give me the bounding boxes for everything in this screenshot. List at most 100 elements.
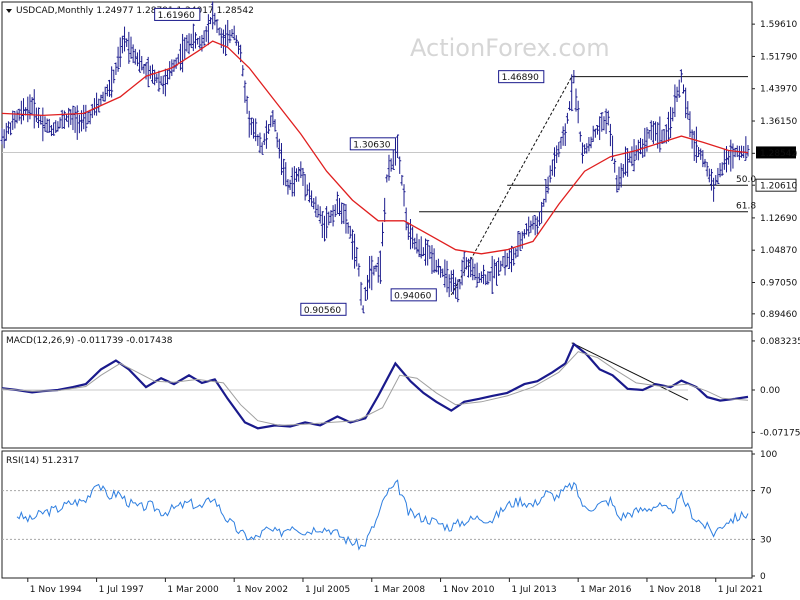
ohlc-bar (669, 106, 673, 139)
ohlc-bar (718, 163, 722, 178)
ohlc-bar (368, 256, 372, 289)
ohlc-bar (21, 98, 25, 121)
ohlc-bar (591, 125, 595, 142)
current-price-tag: 1.28542 (756, 146, 797, 159)
ohlc-bar (389, 158, 393, 172)
ohlc-bar (118, 37, 122, 68)
ohlc-bar (533, 214, 537, 236)
ohlc-bar (359, 281, 363, 306)
ohlc-bar (221, 29, 225, 54)
ohlc-bar (228, 30, 232, 44)
ohlc-bar (67, 107, 71, 128)
ohlc-bar (374, 264, 378, 272)
ohlc-bar (353, 233, 357, 269)
ohlc-bar (340, 202, 344, 225)
ohlc-bar (247, 110, 251, 138)
ohlc-bar (587, 137, 591, 152)
ohlc-bar (501, 256, 505, 267)
ohlc-bar (307, 182, 311, 203)
ohlc-bar (677, 79, 681, 98)
ohlc-bar (578, 131, 582, 142)
ohlc-bar (531, 215, 535, 230)
ohlc-bar (138, 49, 142, 73)
ohlc-bar (634, 145, 638, 161)
ohlc-bar (39, 115, 43, 125)
ohlc-bar (333, 204, 337, 218)
x-axis-label: 1 Mar 2008 (374, 585, 426, 595)
ohlc-bar (60, 109, 64, 129)
x-axis-label: 1 Jul 2013 (511, 585, 556, 595)
ohlc-bar (273, 119, 277, 132)
ohlc-bar (133, 48, 137, 65)
ohlc-bar (211, 1, 215, 30)
ohlc-bar (494, 261, 498, 286)
ohlc-bar (43, 116, 47, 132)
ohlc-bar (163, 68, 167, 97)
ohlc-bar (185, 34, 189, 52)
fib-level-label: 61.8 (736, 202, 756, 212)
moving-average-layer (1, 40, 749, 255)
ohlc-bar (361, 305, 365, 314)
ohlc-bar (445, 260, 449, 293)
ohlc-bar (415, 233, 419, 254)
ohlc-bar (213, 12, 217, 26)
rsi-axis-label: 70 (760, 487, 772, 497)
ohlc-bar (666, 111, 670, 142)
ohlc-bar (417, 239, 421, 258)
price-level-label: 0.94060 (390, 288, 437, 302)
ohlc-bar (542, 198, 546, 207)
ohlc-bar (99, 94, 103, 106)
ohlc-bar (206, 14, 210, 46)
ohlc-bar (550, 159, 554, 176)
macd-layer (1, 342, 749, 430)
current-price-text: 1.28542 (760, 149, 797, 159)
ohlc-bar (712, 177, 716, 202)
ohlc-bar (320, 211, 324, 239)
ohlc-bar (546, 176, 550, 194)
ohlc-bar (697, 146, 701, 158)
ohlc-bar (503, 250, 507, 276)
ohlc-bar (329, 210, 333, 223)
ohlc-bar (215, 19, 219, 33)
moving-average-line (1, 40, 749, 255)
price-level-label: 1.30630 (349, 137, 396, 151)
ohlc-bar (424, 238, 428, 266)
ohlc-bar (537, 211, 541, 226)
ohlc-bar (288, 179, 292, 191)
ohlc-bar (443, 259, 447, 288)
ohlc-bar (707, 168, 711, 183)
x-axis-label: 1 Mar 2000 (167, 585, 219, 595)
ohlc-bar (279, 143, 283, 175)
macd-header-text: MACD(12,26,9) -0.011739 -0.017438 (6, 336, 173, 346)
ohlc-bar (75, 105, 79, 140)
ohlc-bar (563, 123, 567, 146)
ohlc-bar (568, 101, 572, 111)
ohlc-bar (54, 120, 58, 134)
ohlc-bar (230, 29, 234, 38)
ohlc-bar (673, 84, 677, 118)
ohlc-bar (617, 166, 621, 191)
ohlc-bar (47, 118, 51, 133)
ohlc-bar (737, 145, 741, 161)
ohlc-bar (271, 110, 275, 127)
price-level-label-text: 0.94060 (394, 291, 431, 301)
ohlc-bar (168, 61, 172, 80)
ohlc-bar (516, 231, 520, 257)
ohlc-bar (464, 257, 468, 270)
ohlc-bar (432, 248, 436, 273)
ohlc-bar (744, 136, 748, 161)
trend-lines-layer (2, 76, 748, 296)
ohlc-bar (120, 35, 124, 54)
ohlc-bar (439, 266, 443, 278)
ohlc-bar (692, 130, 696, 161)
ohlc-bar (630, 146, 634, 167)
dropdown-arrow-icon[interactable] (6, 9, 12, 13)
price-header-text: USDCAD,Monthly 1.24977 1.28791 1.24017 1… (16, 6, 254, 16)
ohlc-bar (37, 107, 41, 128)
ohlc-bar (249, 117, 253, 135)
ohlc-bar (217, 27, 221, 36)
ohlc-bar (62, 110, 66, 129)
ohlc-bar (9, 122, 13, 136)
macd-axis-label: 0.083235 (760, 337, 800, 347)
